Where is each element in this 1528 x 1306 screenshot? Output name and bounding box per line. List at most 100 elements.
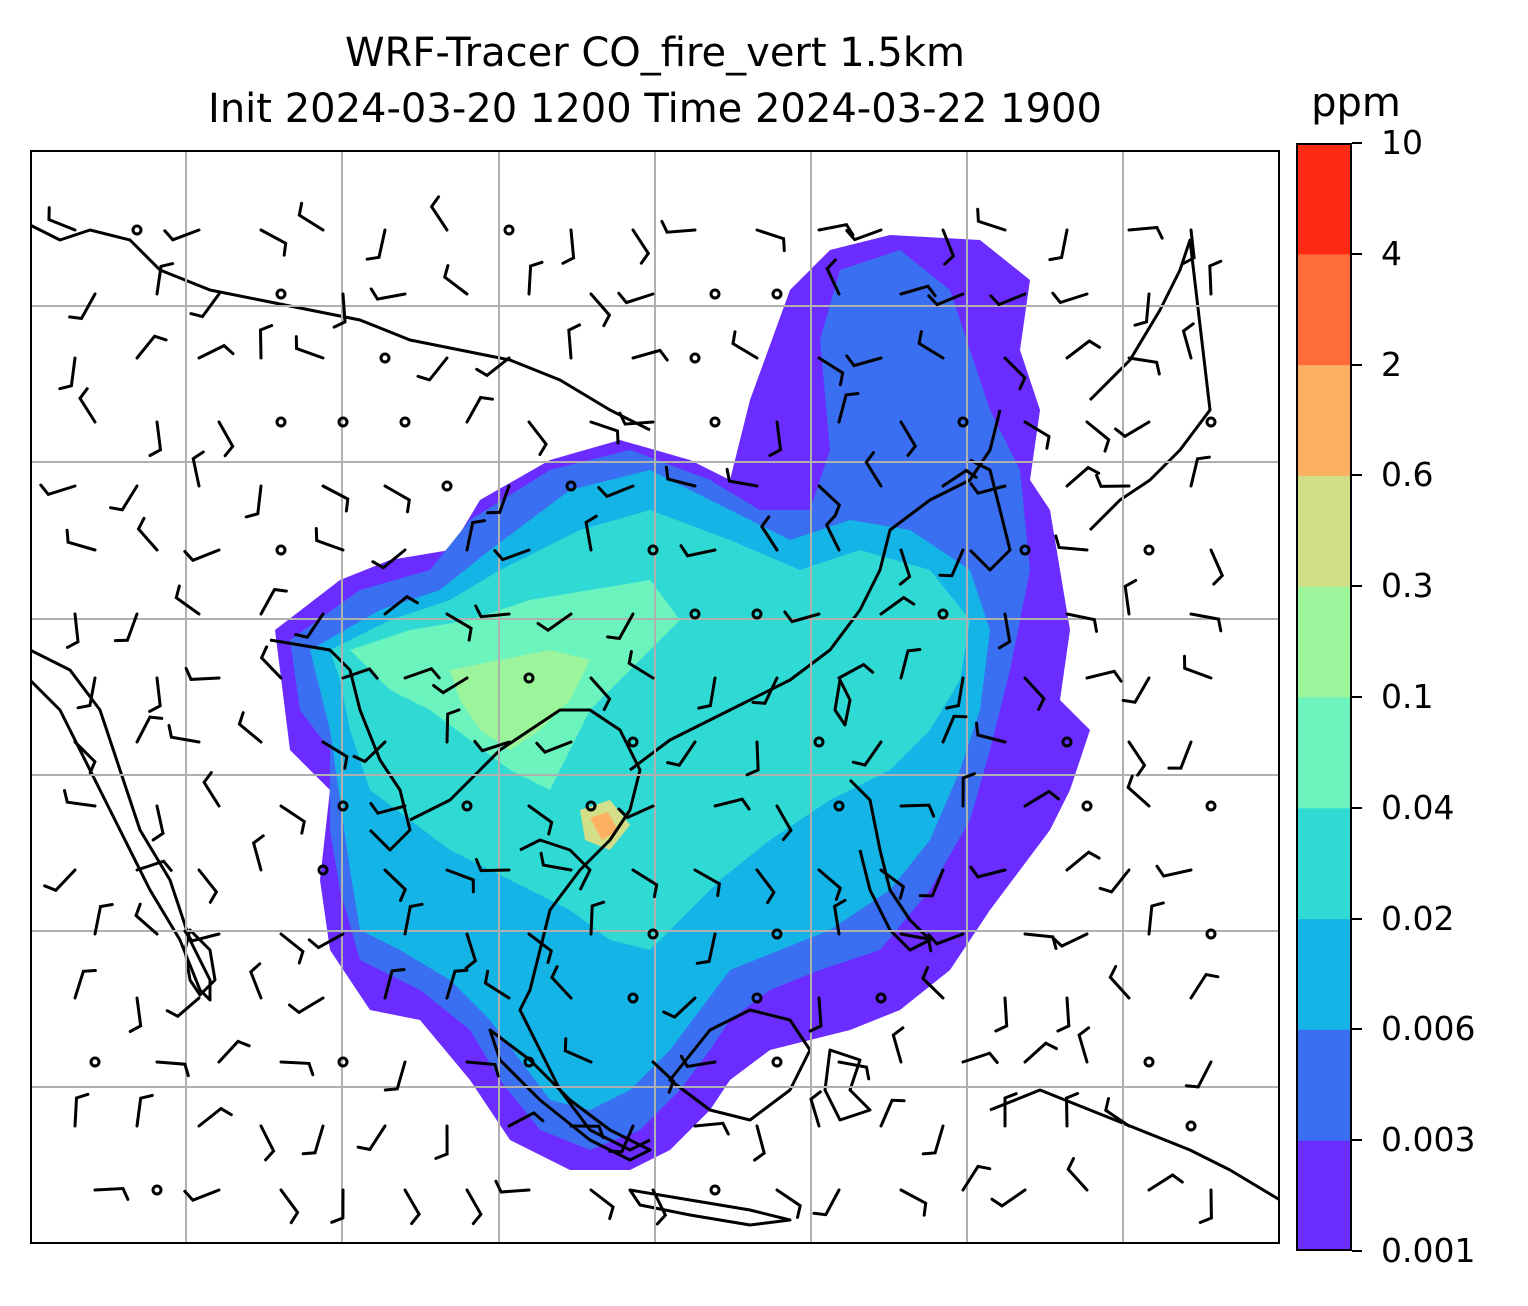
wind-barb: [217, 420, 235, 458]
colorbar-band-0.003: [1296, 1029, 1352, 1141]
calm-wind-marker: [275, 416, 287, 428]
wind-barb: [527, 932, 554, 964]
wind-barb: [527, 804, 554, 836]
wind-barb: [109, 484, 139, 512]
wind-barb: [745, 740, 760, 777]
wind-barb: [535, 740, 573, 754]
wind-barb: [259, 645, 283, 680]
colorbar-band-0.04: [1296, 697, 1352, 809]
wind-barb: [249, 962, 263, 1000]
wind-barb: [134, 902, 159, 936]
wind-barb: [148, 420, 163, 457]
colorbar-tick-label: 0.04: [1381, 787, 1455, 827]
wind-barb: [416, 356, 449, 382]
wind-barb: [332, 292, 347, 329]
wind-barb: [539, 851, 573, 872]
wind-barb: [330, 1188, 345, 1224]
wind-barb: [494, 1179, 531, 1194]
wind-barb: [475, 356, 511, 378]
wind-barb: [383, 968, 406, 1000]
wind-barb: [73, 1092, 90, 1128]
wind-barb: [990, 1188, 1027, 1208]
wind-barb: [279, 1188, 300, 1225]
wind-barb: [941, 468, 978, 488]
wind-barb: [550, 965, 573, 1000]
wind-barb: [1065, 339, 1101, 360]
wind-barb: [1066, 1157, 1089, 1192]
colorbar-tick: [1352, 1139, 1362, 1142]
wind-barb: [1123, 578, 1138, 616]
wind-barb: [899, 803, 936, 818]
wind-barb: [617, 804, 655, 820]
colorbar-tick-label: 0.003: [1381, 1120, 1476, 1160]
wind-barb: [148, 676, 162, 713]
wind-barb: [197, 1106, 233, 1128]
wind-barb: [183, 548, 221, 563]
wind-barb: [1104, 1097, 1131, 1128]
colorbar-band-0.1: [1296, 586, 1352, 698]
wind-barb: [918, 868, 945, 898]
co-concentration-field: [275, 235, 1090, 1170]
wind-barb: [976, 207, 1007, 232]
wind-barb: [1189, 455, 1211, 488]
wind-barb: [1056, 996, 1071, 1033]
wind-barb: [808, 996, 823, 1033]
wind-barb: [1127, 356, 1161, 376]
colorbar-tick: [1352, 142, 1362, 144]
coastline-sumatra: [488, 1028, 652, 1162]
wind-barb: [321, 484, 350, 513]
colorbar-tick: [1352, 252, 1362, 255]
wind-barb: [589, 1188, 615, 1221]
wind-barb: [589, 292, 612, 328]
colorbar-band-0.3: [1296, 475, 1352, 587]
calm-wind-marker: [771, 288, 783, 300]
calm-wind-marker: [337, 416, 349, 428]
calm-wind-marker: [337, 1056, 349, 1068]
wind-barb: [864, 451, 883, 488]
wind-barb: [1085, 669, 1123, 683]
wind-barb: [651, 1060, 676, 1094]
wind-barb: [994, 996, 1009, 1033]
wind-barb: [783, 610, 821, 624]
wind-barb: [845, 228, 883, 242]
coastline-japan: [1088, 238, 1212, 532]
wind-barb: [589, 676, 612, 712]
wind-barb: [725, 467, 759, 488]
calm-wind-marker: [875, 992, 887, 1004]
wind-barb: [837, 1060, 871, 1081]
colorbar-band-0.6: [1296, 364, 1352, 476]
wind-barb: [217, 1039, 251, 1064]
wind-barb: [258, 324, 274, 360]
colorbar-band-0.02: [1296, 807, 1352, 920]
wind-barb: [1147, 1173, 1184, 1192]
colorbar-tick: [1352, 363, 1362, 366]
colorbar-tick-label: 4: [1381, 233, 1402, 273]
wind-barb: [237, 711, 263, 744]
calm-wind-marker: [709, 416, 721, 428]
calm-wind-marker: [689, 608, 701, 620]
wind-barb: [755, 868, 776, 905]
calm-wind-marker: [503, 224, 515, 236]
wind-barb: [1064, 1092, 1080, 1128]
wind-barb: [365, 228, 387, 261]
wind-barb: [898, 548, 912, 586]
wind-barb: [536, 612, 573, 633]
colorbar-unit: ppm: [1311, 80, 1401, 126]
calm-wind-marker: [275, 288, 287, 300]
colorbar-tick-label: 2: [1381, 344, 1402, 384]
wind-barb: [73, 969, 97, 1000]
wind-barb: [371, 548, 407, 570]
wind-barb: [493, 548, 531, 562]
wind-barb: [1095, 473, 1131, 488]
wind-barb: [997, 612, 1012, 650]
wind-barb: [1065, 465, 1101, 488]
wind-barb: [664, 465, 697, 488]
wind-barb: [1077, 1026, 1091, 1064]
calm-wind-marker: [751, 992, 763, 1004]
wind-barb: [197, 343, 235, 360]
wind-barb: [1133, 292, 1151, 327]
wind-barb: [202, 771, 221, 808]
wind-barb: [697, 676, 717, 710]
coastline-korea: [968, 458, 1012, 572]
wind-barb: [432, 676, 469, 695]
